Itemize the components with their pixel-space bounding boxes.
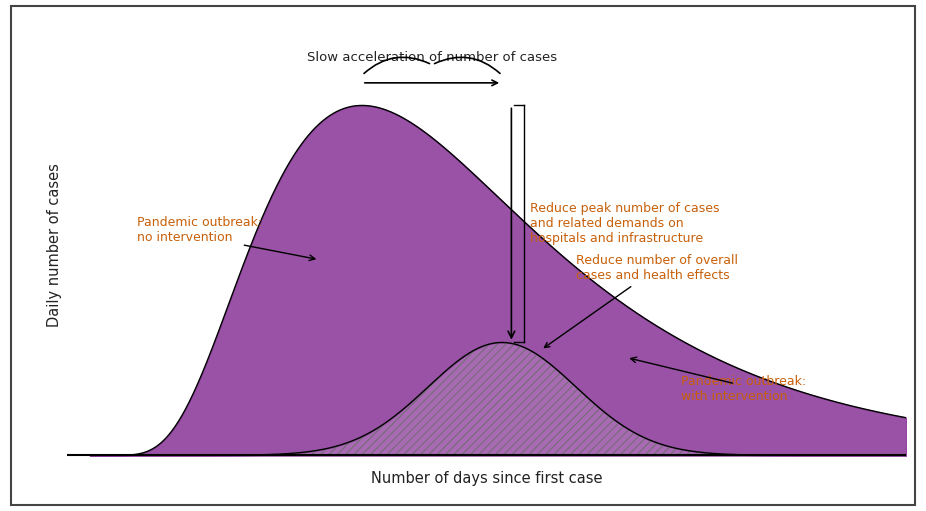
Y-axis label: Daily number of cases: Daily number of cases	[47, 162, 62, 327]
X-axis label: Number of days since first case: Number of days since first case	[370, 471, 602, 486]
Text: Reduce number of overall
cases and health effects: Reduce number of overall cases and healt…	[544, 254, 738, 347]
Text: Reduce peak number of cases
and related demands on
hospitals and infrastructure: Reduce peak number of cases and related …	[530, 202, 720, 245]
Text: Pandemic outbreak:
no intervention: Pandemic outbreak: no intervention	[136, 216, 262, 244]
Text: Pandemic outbreak:
with intervention: Pandemic outbreak: with intervention	[681, 376, 806, 404]
Text: Slow acceleration of number of cases: Slow acceleration of number of cases	[307, 51, 557, 64]
